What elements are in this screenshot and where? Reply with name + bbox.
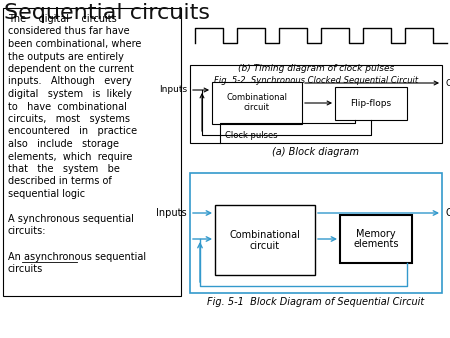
Bar (215, 205, 315, 275)
Text: An asynchronous sequential: An asynchronous sequential (8, 251, 146, 262)
Bar (190, 65, 442, 143)
Text: (b) Timing diagram of clock pulses: (b) Timing diagram of clock pulses (238, 64, 394, 73)
Bar (190, 173, 442, 293)
Text: circuit: circuit (244, 103, 270, 113)
Text: circuits: circuits (8, 264, 43, 274)
Text: Fig. 5-2  Synchronous Clocked Sequential Circuit: Fig. 5-2 Synchronous Clocked Sequential … (214, 76, 418, 85)
Bar (212, 82, 302, 124)
Text: Combinational: Combinational (230, 230, 301, 240)
Text: circuits,   most   systems: circuits, most systems (8, 114, 130, 124)
Text: Sequential circuits: Sequential circuits (4, 3, 210, 23)
Text: to   have  combinational: to have combinational (8, 101, 127, 112)
Text: that   the   system   be: that the system be (8, 164, 120, 174)
Text: Inputs: Inputs (159, 86, 187, 95)
Text: Inputs: Inputs (157, 208, 187, 218)
Text: inputs.   Although   every: inputs. Although every (8, 76, 132, 87)
Text: encountered   in   practice: encountered in practice (8, 126, 137, 137)
Bar (3, 8, 181, 296)
Bar (335, 87, 407, 120)
Text: Combinational: Combinational (226, 94, 288, 102)
Text: Flip-flops: Flip-flops (351, 99, 392, 108)
Text: elements,  which  require: elements, which require (8, 151, 132, 162)
Text: Fig. 5-1  Block Diagram of Sequential Circuit: Fig. 5-1 Block Diagram of Sequential Cir… (207, 297, 425, 307)
Text: Memory: Memory (356, 229, 396, 239)
Text: Outputs: Outputs (445, 78, 450, 88)
Text: elements: elements (353, 239, 399, 249)
Text: also   include   storage: also include storage (8, 139, 119, 149)
Text: circuit: circuit (250, 241, 280, 251)
Text: A synchronous sequential: A synchronous sequential (8, 214, 134, 224)
Text: Clock pulses: Clock pulses (225, 130, 278, 140)
Text: been combinational, where: been combinational, where (8, 39, 141, 49)
Bar (340, 215, 412, 263)
Text: circuits:: circuits: (8, 226, 46, 237)
Text: described in terms of: described in terms of (8, 176, 112, 187)
Text: sequential logic: sequential logic (8, 189, 85, 199)
Text: dependent on the current: dependent on the current (8, 64, 134, 74)
Text: Outputs: Outputs (445, 208, 450, 218)
Text: (a) Block diagram: (a) Block diagram (273, 147, 360, 157)
Text: The    digital    circuits: The digital circuits (8, 14, 117, 24)
Text: considered thus far have: considered thus far have (8, 26, 130, 37)
Text: digital   system   is  likely: digital system is likely (8, 89, 132, 99)
Text: the outputs are entirely: the outputs are entirely (8, 51, 124, 62)
